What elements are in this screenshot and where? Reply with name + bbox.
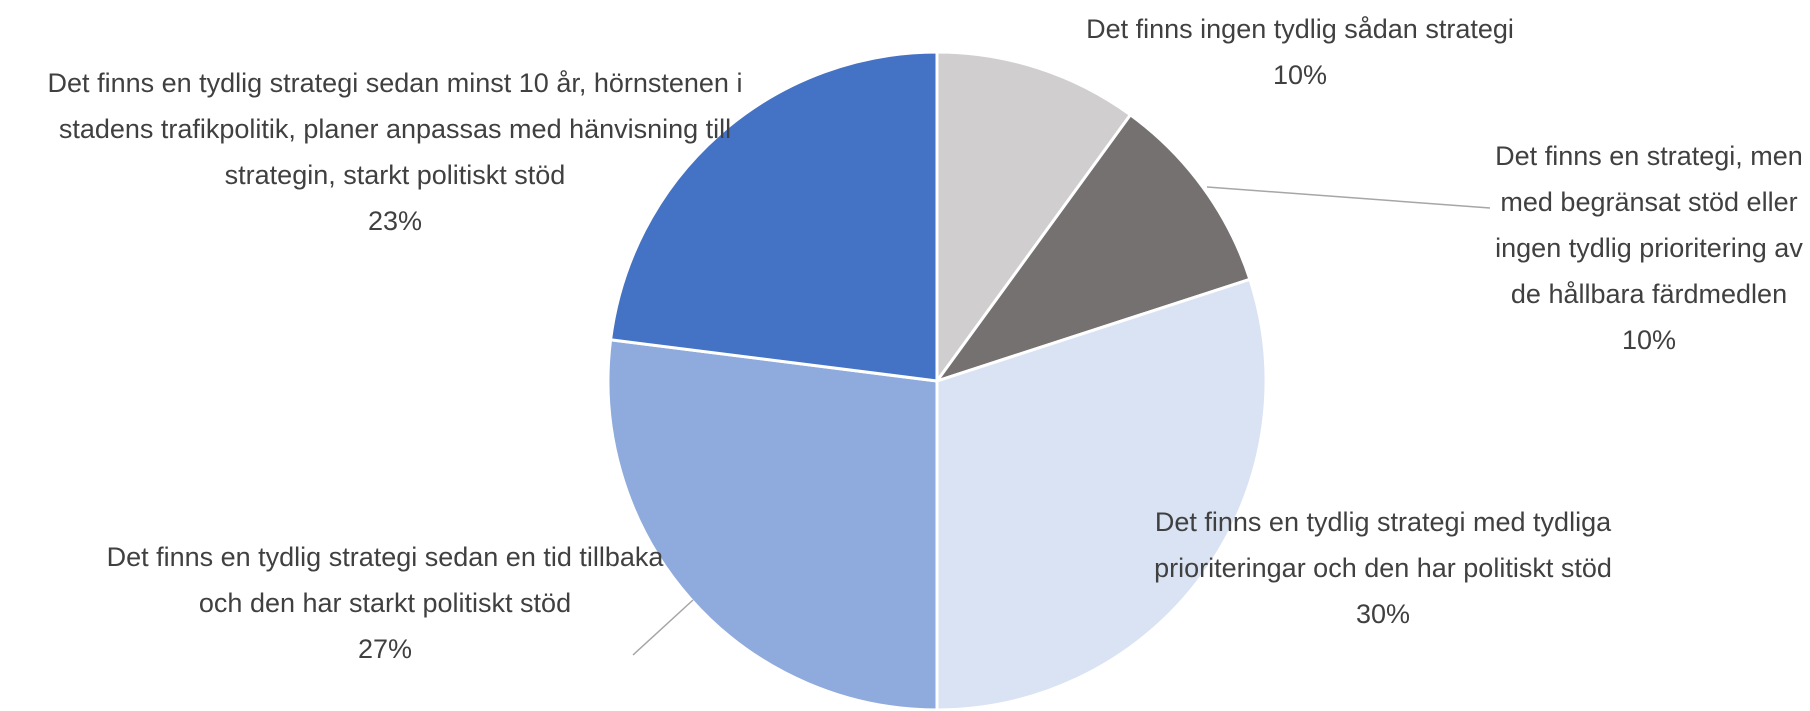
leader-line <box>632 599 694 656</box>
pie-slice <box>608 50 939 383</box>
label-name: Det finns en tydlig strategi med tydliga… <box>1154 507 1612 583</box>
label-name: Det finns en tydlig strategi sedan en ti… <box>106 542 664 618</box>
label-name: Det finns en tydlig strategi sedan minst… <box>47 68 743 190</box>
pie-slice <box>935 277 1268 711</box>
label-value: 27% <box>357 634 413 664</box>
data-label: Det finns ingen tydlig sådan strategi 10% <box>1000 6 1600 98</box>
pie-slice <box>935 50 1133 386</box>
slices <box>606 50 1268 711</box>
label-value: 10% <box>1621 325 1677 355</box>
pie-slice <box>933 112 1252 384</box>
data-label: Det finns en tydlig strategi med tydliga… <box>1083 499 1683 637</box>
data-label: Det finns en strategi, men med begränsat… <box>1490 133 1808 363</box>
pie-slice <box>606 338 939 711</box>
label-name: Det finns ingen tydlig sådan strategi <box>1086 14 1514 44</box>
data-label: Det finns en tydlig strategi sedan minst… <box>14 60 776 244</box>
label-value: 10% <box>1272 60 1328 90</box>
label-value: 30% <box>1355 599 1411 629</box>
label-value: 23% <box>367 206 423 236</box>
label-name: Det finns en strategi, men med begränsat… <box>1495 141 1803 309</box>
leader-line <box>1206 186 1491 209</box>
data-label: Det finns en tydlig strategi sedan en ti… <box>85 534 685 672</box>
